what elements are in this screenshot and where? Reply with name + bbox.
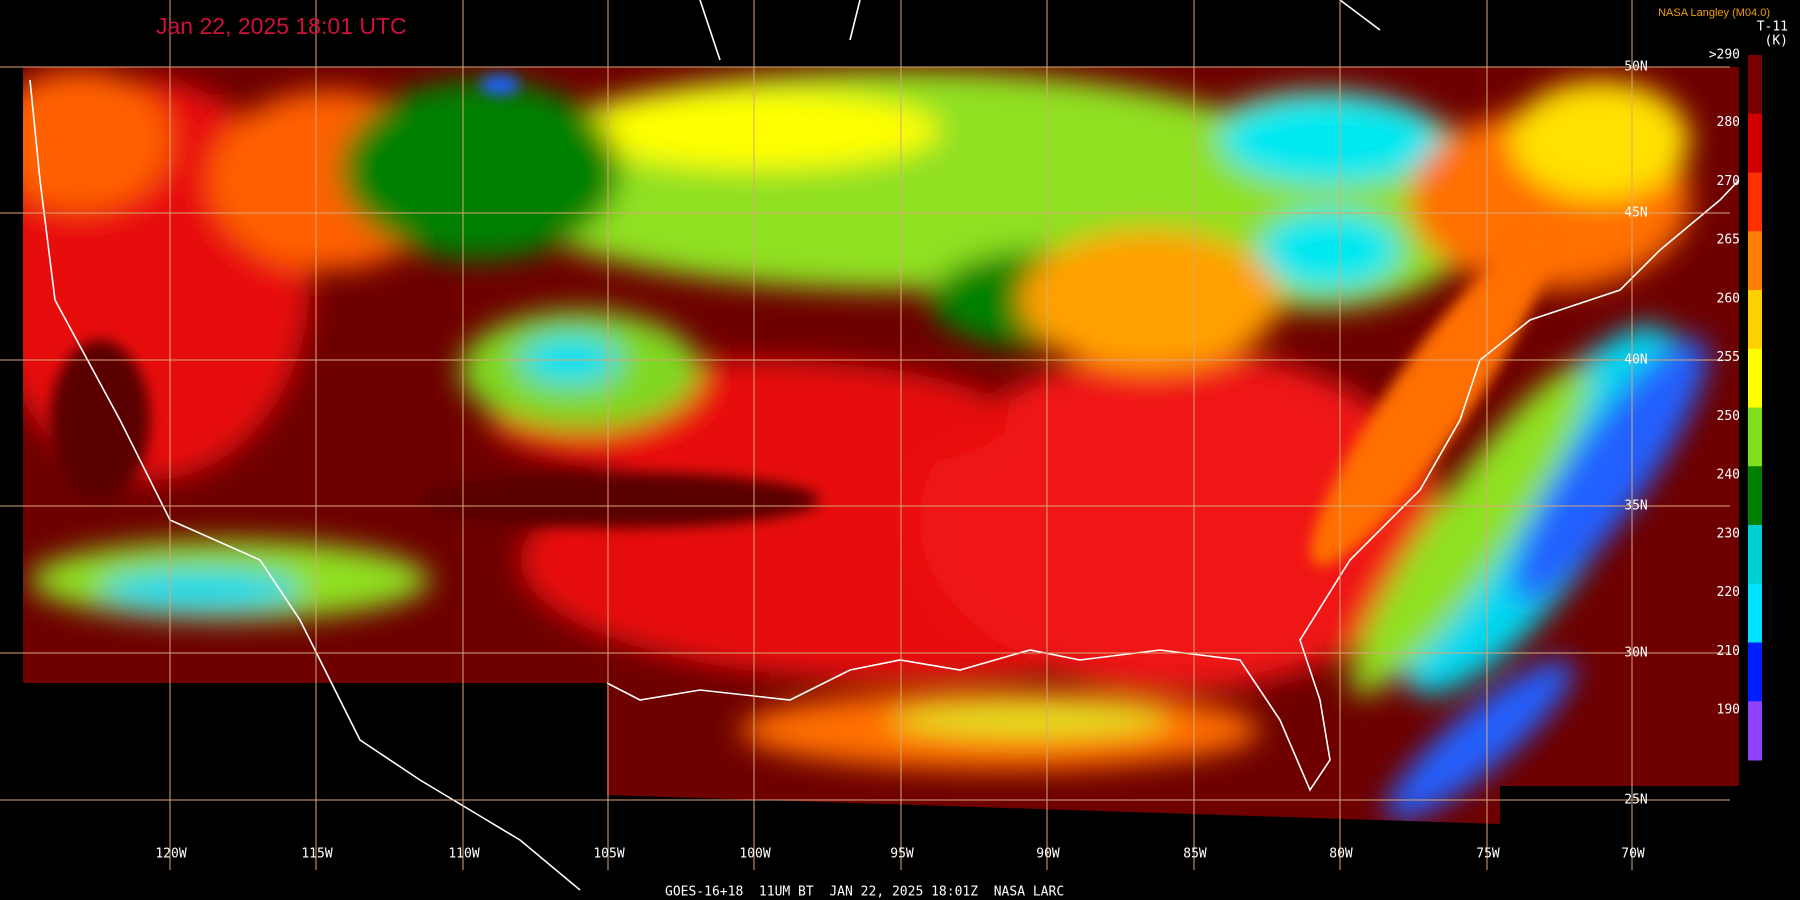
longitude-label: 120W <box>155 847 186 862</box>
longitude-label: 115W <box>301 847 332 862</box>
coastline <box>606 179 1740 792</box>
colorbar-swatch <box>1748 55 1762 115</box>
latitude-label: 35N <box>1624 499 1647 514</box>
longitude-label: 100W <box>739 847 770 862</box>
latitude-label: 40N <box>1624 353 1647 368</box>
colorbar-label: 230 <box>1717 526 1740 541</box>
colorbar-swatch <box>1748 407 1762 467</box>
longitude-label: 110W <box>448 847 479 862</box>
longitude-label: 75W <box>1476 847 1500 862</box>
colorbar-unit: (K) <box>1765 34 1788 49</box>
latitude-label: 25N <box>1624 793 1647 808</box>
colorbar-label: >290 <box>1709 48 1740 63</box>
colorbar-swatch <box>1748 172 1762 232</box>
colorbar-swatch <box>1748 348 1762 408</box>
graticule: 120W 115W 110W 105W 100W 95W 90W 85W 80W 75W 70W 50… <box>0 0 1730 870</box>
longitude-label: 90W <box>1036 847 1060 862</box>
longitude-label: 95W <box>890 847 914 862</box>
credit: NASA Langley (M04.0) <box>1658 7 1770 19</box>
colorbar-label: 255 <box>1717 350 1740 365</box>
colorbar-label: 250 <box>1717 409 1740 424</box>
longitude-label: 105W <box>593 847 624 862</box>
latitude-label: 45N <box>1624 206 1647 221</box>
colorbar-swatch <box>1748 642 1762 702</box>
colorbar-swatch <box>1748 113 1762 173</box>
longitude-label: 70W <box>1621 847 1645 862</box>
colorbar-label: 210 <box>1717 644 1740 659</box>
latitude-label: 50N <box>1624 60 1647 75</box>
colorbar-swatch <box>1748 466 1762 526</box>
colorbar-label: 240 <box>1717 468 1740 483</box>
colorbar-label: 280 <box>1717 115 1740 130</box>
colorbar-label: 260 <box>1717 291 1740 306</box>
coastlines <box>29 0 1740 891</box>
latitude-label: 30N <box>1624 646 1647 661</box>
colorbar-swatch <box>1748 701 1762 761</box>
colorbar: >290 280 270 265 260 255 250 240 230 220 210 190 <box>1709 48 1762 761</box>
longitude-label: 85W <box>1183 847 1207 862</box>
border <box>699 0 1381 61</box>
colorbar-swatch <box>1748 231 1762 291</box>
colorbar-swatch <box>1748 290 1762 350</box>
footer: GOES-16+18 11UM BT JAN 22, 2025 18:01Z N… <box>665 885 1064 900</box>
timestamp-title: Jan 22, 2025 18:01 UTC <box>156 13 407 39</box>
colorbar-label: 270 <box>1717 174 1740 189</box>
colorbar-label: 265 <box>1717 233 1740 248</box>
colorbar-swatch <box>1748 583 1762 643</box>
longitude-label: 80W <box>1329 847 1353 862</box>
colorbar-swatch <box>1748 525 1762 585</box>
colorbar-label: 220 <box>1717 585 1740 600</box>
coastline <box>29 79 581 891</box>
colorbar-label: 190 <box>1717 703 1740 718</box>
colorbar-title: T-11 <box>1757 20 1788 35</box>
